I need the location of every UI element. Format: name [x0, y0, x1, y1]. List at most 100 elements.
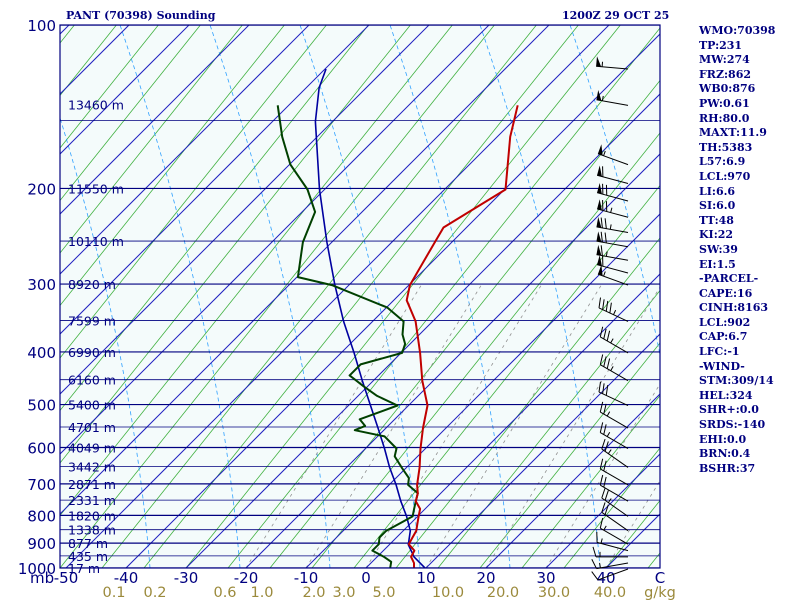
- dewpoint-profile-line: [276, 105, 419, 568]
- height-label: 5400 m: [68, 398, 116, 413]
- isotherm-line: [60, 25, 250, 215]
- wind-barb: [601, 502, 629, 532]
- mixing-ratio-unit-label: g/kg: [644, 585, 676, 600]
- height-label: 877 m: [68, 536, 108, 551]
- height-label: 4049 m: [68, 441, 116, 456]
- mixing-ratio-label: 30.0: [538, 585, 570, 600]
- wind-barb: [599, 422, 629, 449]
- stability-index-item: SHR+:0.0: [699, 403, 759, 417]
- moist-adiabat-line: [479, 25, 601, 568]
- stability-index-item: HEL:324: [699, 388, 753, 402]
- isotherm-line: [60, 25, 550, 515]
- moist-adiabat-line: [569, 25, 660, 358]
- height-label: 13460 m: [68, 97, 124, 112]
- wind-barb-shaft: [600, 411, 629, 429]
- temperature-tick-label: -50: [54, 569, 79, 587]
- height-label: 7599 m: [68, 313, 116, 328]
- wind-barb: [596, 183, 629, 202]
- wind-barb-half-feather: [599, 562, 601, 568]
- stability-index-item: BSHR:37: [699, 461, 756, 475]
- wind-barb-half-feather: [607, 498, 612, 503]
- wind-barb: [599, 458, 629, 486]
- stability-index-item: PW:0.61: [699, 96, 750, 110]
- dry-adiabat-line: [690, 0, 800, 568]
- wind-barb-flag: [597, 199, 602, 211]
- wind-barb-half-feather: [610, 207, 613, 213]
- dry-adiabat-line: [732, 0, 800, 568]
- wind-barb-feather: [603, 460, 607, 472]
- mixing-ratio-label: 10.0: [432, 585, 464, 600]
- wind-barb-feather: [591, 559, 597, 569]
- mixing-ratio-label: 0.1: [102, 585, 125, 600]
- wind-barb: [596, 244, 629, 261]
- stability-index-item: KI:22: [699, 228, 734, 242]
- y-axis-label: mb: [30, 569, 54, 587]
- wind-barb-shaft: [596, 65, 629, 70]
- temperature-tick-label: -40: [114, 569, 139, 587]
- wind-barb-feather: [599, 326, 604, 338]
- pressure-tick-label: 700: [27, 476, 56, 494]
- dry-adiabat-line: [521, 394, 660, 568]
- dry-adiabat-line: [60, 25, 495, 568]
- wind-barb-shaft: [597, 568, 629, 581]
- stability-index-item: SRDS:-140: [699, 418, 766, 432]
- isotherm-line: [125, 33, 660, 568]
- height-label: 4701 m: [68, 420, 116, 435]
- wind-barb: [591, 559, 629, 570]
- wind-barb-feather: [601, 502, 606, 513]
- wind-barb: [591, 568, 629, 581]
- stability-index-item: MAXT:11.9: [699, 126, 767, 140]
- wind-barb-feather: [598, 297, 602, 308]
- wind-barb: [599, 401, 629, 429]
- wind-barb-flag: [596, 89, 602, 101]
- wind-barb-feather: [599, 474, 604, 486]
- wind-barb: [597, 264, 629, 286]
- dry-adiabat-line: [101, 25, 537, 568]
- wind-barb-feather: [601, 438, 606, 450]
- wind-barb: [596, 56, 629, 70]
- isotherm-line: [365, 273, 660, 568]
- dry-adiabat-line: [143, 25, 579, 568]
- temperature-tick-label: 20: [476, 569, 495, 587]
- wind-barb-half-feather: [610, 338, 614, 344]
- wind-barb-feather: [599, 458, 604, 470]
- height-label: 1338 m: [68, 523, 116, 538]
- wind-barb-feather: [591, 571, 599, 581]
- dry-adiabat-line: [60, 25, 369, 412]
- moist-adiabat-line: [209, 25, 331, 568]
- wind-barb-feather: [603, 328, 607, 340]
- wind-barb-flag: [597, 255, 602, 266]
- wind-barb-feather: [599, 517, 604, 529]
- wind-barb-shaft: [596, 226, 629, 233]
- pressure-tick-label: 100: [27, 17, 56, 35]
- isotherm-line: [726, 25, 800, 568]
- pressure-tick-label: 1000: [18, 560, 56, 578]
- wind-barb-half-feather: [606, 431, 611, 437]
- wind-barb-shaft: [596, 264, 629, 274]
- isotherm-line: [185, 93, 660, 568]
- dry-adiabat-line: [60, 25, 327, 359]
- wind-barb-feather: [601, 487, 606, 499]
- dry-adiabat-line: [647, 552, 660, 568]
- pressure-tick-label: 900: [27, 535, 56, 553]
- wind-barb-shaft: [600, 468, 629, 486]
- wind-barb-feather: [604, 232, 607, 243]
- wind-barb: [598, 297, 629, 322]
- wind-barb: [601, 487, 629, 517]
- moist-adiabat-line: [60, 116, 151, 568]
- parcel-trace-line: [314, 68, 427, 568]
- wind-barb-feather: [605, 300, 609, 312]
- wind-barb-shaft: [596, 240, 629, 248]
- wind-barb-shaft: [596, 174, 629, 184]
- stability-index-item: WB0:876: [699, 82, 756, 96]
- height-label: 10110 m: [68, 234, 124, 249]
- wind-barb-feather: [606, 358, 611, 369]
- height-label: 17 m: [68, 561, 100, 576]
- wind-barb-half-feather: [605, 251, 608, 257]
- pressure-tick-label: 200: [27, 180, 56, 198]
- wind-barb-half-feather: [609, 224, 612, 230]
- wind-barb-feather: [603, 476, 607, 488]
- wind-barb: [596, 231, 629, 248]
- dry-adiabat-line: [437, 289, 660, 568]
